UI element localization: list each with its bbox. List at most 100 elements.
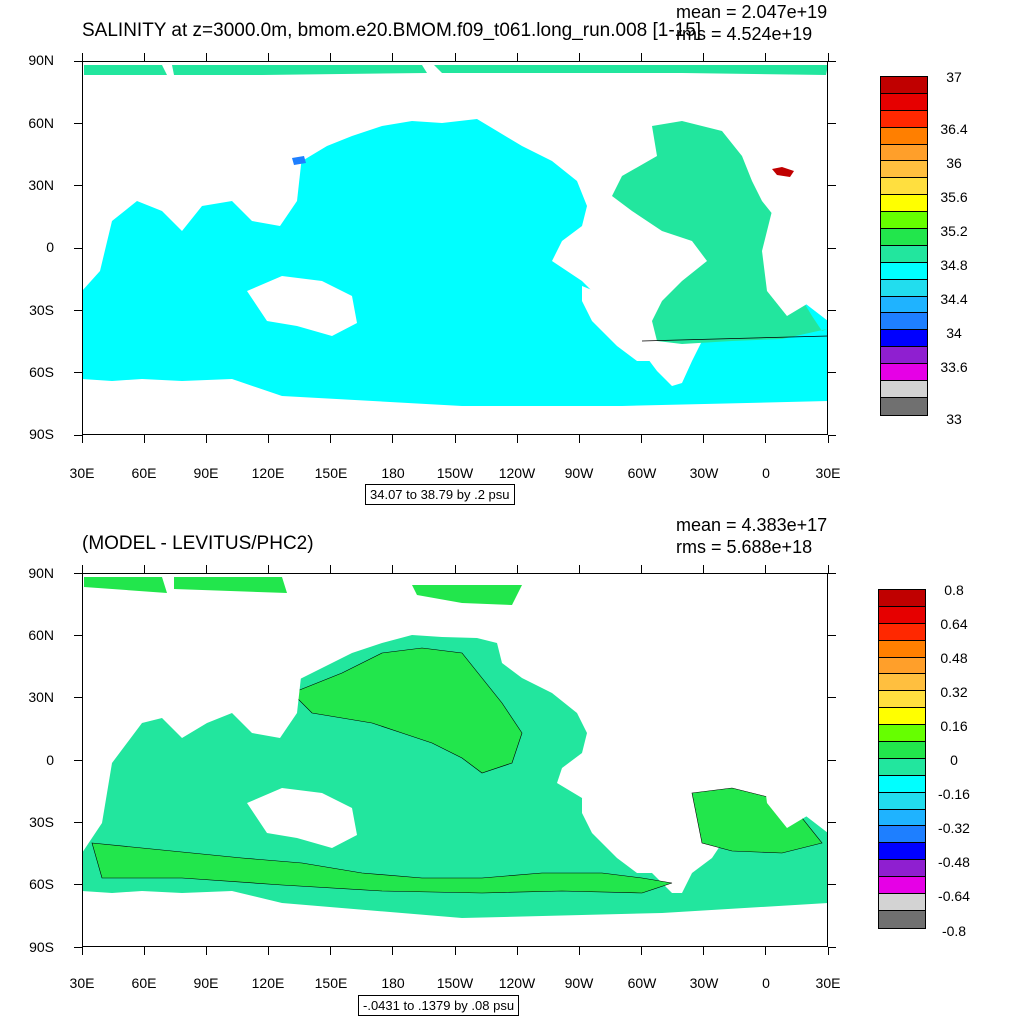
axis-tick xyxy=(828,821,836,823)
axis-tick xyxy=(765,565,767,573)
colorbar-box xyxy=(881,364,927,382)
south-america-land xyxy=(582,286,652,361)
axis-tick xyxy=(641,947,642,955)
colorbar-box xyxy=(881,262,927,280)
colorbar-box xyxy=(879,894,925,911)
axis-tick xyxy=(827,565,829,573)
lat-label: 60N xyxy=(28,115,54,131)
axis-tick xyxy=(330,947,332,955)
panel2-frame xyxy=(82,573,828,947)
colorbar-label: 34.8 xyxy=(940,257,968,273)
axis-tick xyxy=(268,435,269,443)
colorbar-label: 0 xyxy=(950,752,958,768)
colorbar-box xyxy=(881,77,927,94)
axis-tick xyxy=(143,947,145,955)
colorbar-box xyxy=(881,144,927,162)
colorbar-box xyxy=(881,161,927,179)
colorbar-box xyxy=(881,296,927,314)
axis-tick xyxy=(641,435,642,443)
axis-tick xyxy=(703,435,705,443)
panel1-contour-info: 34.07 to 38.79 by .2 psu xyxy=(365,484,515,505)
australia-land xyxy=(247,276,357,336)
asia-land xyxy=(232,653,302,738)
axis-tick xyxy=(74,309,82,311)
colorbar-box xyxy=(879,590,925,607)
colorbar-box xyxy=(879,775,925,793)
colorbar-box xyxy=(881,245,927,263)
lon-label: 0 xyxy=(762,975,770,991)
positive-anomaly-south xyxy=(91,842,673,894)
lat-label: 0 xyxy=(46,239,54,255)
colorbar-box xyxy=(879,725,925,743)
axis-tick xyxy=(578,435,580,443)
panel2-mean: mean = 4.383e+17 xyxy=(676,515,828,535)
axis-tick xyxy=(578,565,580,573)
lat-label: 60S xyxy=(29,364,54,380)
lon-label: 60E xyxy=(131,975,157,991)
colorbar-label: 0.16 xyxy=(940,718,968,734)
colorbar-label: 34 xyxy=(946,325,962,341)
colorbar-box xyxy=(881,229,927,246)
axis-tick xyxy=(516,947,518,955)
lon-label: 120W xyxy=(498,975,536,991)
colorbar-label: 33.6 xyxy=(940,359,968,375)
axis-tick xyxy=(143,435,145,443)
positive-anomaly-pacific xyxy=(291,647,523,774)
axis-tick xyxy=(330,53,332,61)
lon-label: 90E xyxy=(193,465,219,481)
panel1-title: SALINITY at z=3000.0m, bmom.e20.BMOM.f09… xyxy=(82,20,702,41)
lat-label: 90S xyxy=(29,426,54,442)
colorbar-box xyxy=(881,178,927,196)
arctic-ocean xyxy=(84,65,828,75)
panel1-mean: mean = 2.047e+19 xyxy=(676,2,828,22)
axis-tick xyxy=(703,947,705,955)
colorbar-box xyxy=(879,860,925,878)
asia-land xyxy=(232,141,302,226)
colorbar-box xyxy=(879,606,925,624)
axis-tick xyxy=(330,435,332,443)
panel1-frame xyxy=(82,61,828,435)
panel1-rms: rms = 4.524e+19 xyxy=(676,24,813,44)
colorbar-box xyxy=(881,212,927,230)
australia-land xyxy=(247,788,357,848)
axis-tick xyxy=(74,122,82,124)
axis-tick xyxy=(828,759,836,761)
lon-label: 60W xyxy=(627,465,657,481)
colorbar-box xyxy=(881,279,927,297)
axis-tick xyxy=(516,53,518,61)
lat-label: 30S xyxy=(29,302,54,318)
lon-label: 90E xyxy=(193,975,219,991)
colorbar-box xyxy=(879,623,925,641)
axis-tick xyxy=(205,565,207,573)
south-america-land xyxy=(582,798,652,873)
lon-label: 30E xyxy=(815,465,841,481)
lon-label: 180 xyxy=(381,465,405,481)
colorbar-box xyxy=(881,347,927,365)
axis-tick xyxy=(828,884,836,886)
axis-tick xyxy=(827,53,829,61)
lat-label: 90S xyxy=(29,939,54,955)
colorbar-box xyxy=(881,127,927,145)
colorbar-label: 0.48 xyxy=(940,650,968,666)
axis-tick xyxy=(516,435,518,443)
axis-tick xyxy=(828,309,836,311)
axis-tick xyxy=(205,947,207,955)
axis-tick xyxy=(765,53,767,61)
colorbar-box xyxy=(879,674,925,692)
axis-tick xyxy=(74,434,82,436)
axis-tick xyxy=(578,947,580,955)
lon-label: 120W xyxy=(498,465,536,481)
red-spot xyxy=(772,167,794,177)
colorbar-label: -0.16 xyxy=(938,786,970,802)
lon-label: 30E xyxy=(69,465,95,481)
axis-tick xyxy=(74,185,82,187)
panel2-colorbar xyxy=(878,589,926,929)
axis-tick xyxy=(703,565,705,573)
axis-tick xyxy=(828,247,836,249)
colorbar-box xyxy=(881,381,927,398)
axis-tick xyxy=(74,60,82,62)
lat-label: 60S xyxy=(29,876,54,892)
axis-tick xyxy=(392,565,394,573)
axis-tick xyxy=(516,565,518,573)
colorbar-box xyxy=(879,792,925,810)
